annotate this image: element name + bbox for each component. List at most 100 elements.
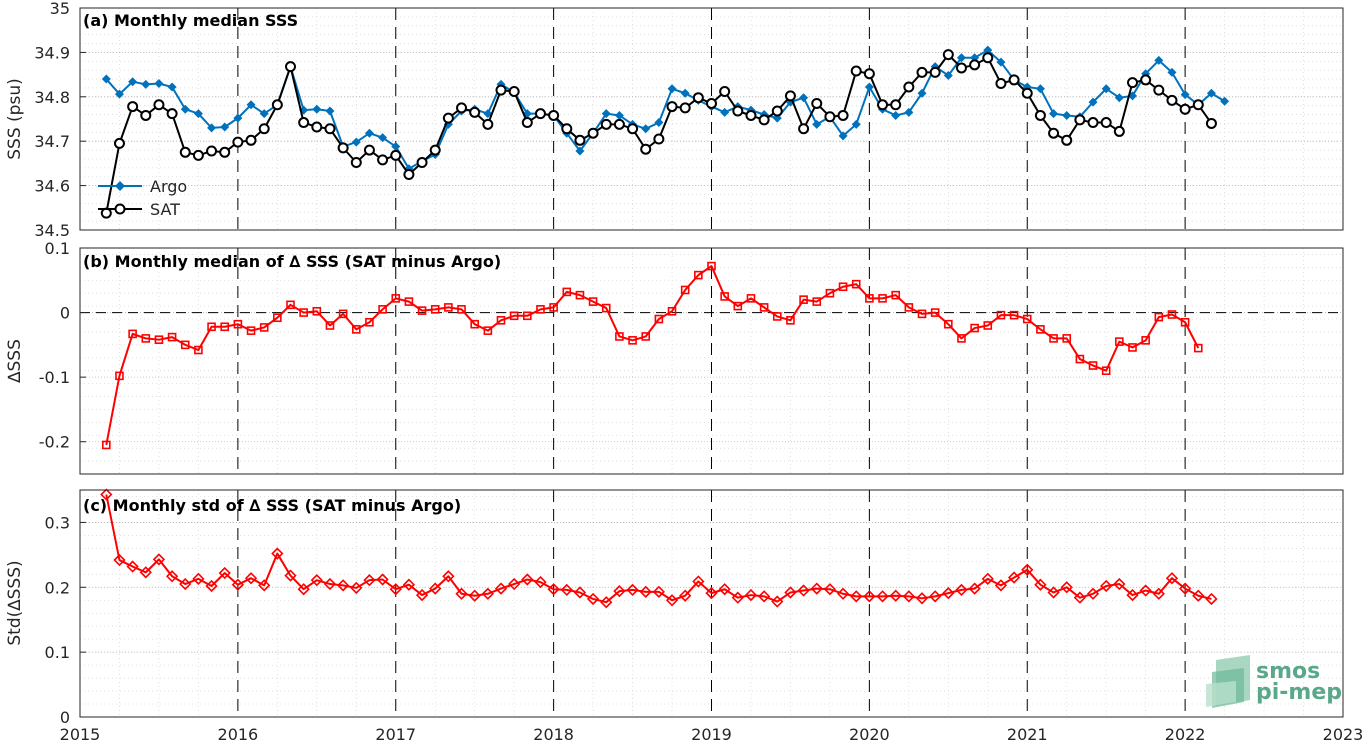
data-point [338,309,348,319]
data-point [534,575,547,589]
data-point [640,143,652,155]
panel-c-title: (c) Monthly std of ∆ SSS (SAT minus Argo… [83,496,461,515]
data-point [810,582,823,595]
data-point [772,312,782,321]
data-point [1035,84,1045,94]
data-point [220,122,230,132]
x-tick-label: 2019 [691,725,732,744]
data-point [665,594,679,607]
data-point [720,292,729,301]
data-point [258,579,271,592]
data-point [850,65,862,77]
data-point [613,585,626,598]
data-point [1088,97,1098,107]
data-point [983,321,993,330]
data-point [102,440,111,450]
data-point [1088,361,1098,370]
data-point [219,146,231,158]
data-point [244,572,258,585]
data-point [180,104,190,114]
data-point [523,311,532,321]
data-point [851,279,861,289]
data-point [1062,110,1072,120]
data-point [823,583,837,596]
data-point [273,313,282,323]
data-point [1180,317,1190,327]
data-point [1022,314,1032,324]
legend-argo-marker [115,181,125,191]
data-point [363,144,375,156]
data-point [1166,94,1178,106]
data-point [784,90,796,102]
data-point [166,108,178,120]
y-tick-label: -0.2 [39,433,70,452]
data-point [904,107,914,117]
data-point [509,311,519,321]
data-point [863,68,875,80]
data-point [562,287,572,297]
data-point [666,101,678,113]
data-point [757,590,771,603]
data-point [851,119,861,129]
data-point [996,57,1006,67]
panel-b-ylabel: ∆SSS [5,339,25,384]
data-point [536,305,545,314]
data-point [1062,334,1072,343]
y-tick-label: 0.3 [45,513,70,532]
data-point [733,301,743,311]
data-point [1192,99,1204,111]
data-point [824,111,836,123]
data-point [127,101,139,113]
data-point [1115,337,1124,346]
data-point [336,579,350,592]
data-point [284,569,297,582]
data-point [167,82,177,92]
data-point [154,335,164,344]
data-point [312,306,322,316]
data-point [1036,325,1045,334]
data-point [1113,125,1125,137]
data-point [1205,117,1217,129]
data-point [718,583,731,596]
panel-b-delta-sss: -0.2 -0.1 0 0.1 (b) Monthly median of ∆ SSS… [5,239,1344,475]
data-point [271,547,284,560]
data-point [298,117,310,129]
data-point [679,589,692,602]
data-point [404,297,414,306]
data-point [193,109,203,119]
data-point [192,572,205,585]
data-point [707,261,716,271]
data-point [981,572,994,585]
data-point [771,595,784,608]
data-point [417,306,427,315]
data-point [1049,109,1059,119]
data-point [286,300,295,310]
smos-pi-mep-logo: smos pi-mep [1206,655,1342,708]
data-point [586,592,600,606]
logo-text-smos: smos [1256,659,1320,684]
data-point [1100,117,1112,129]
data-point [758,114,770,126]
data-point [285,61,296,73]
data-point [955,583,968,597]
data-point [218,566,231,580]
data-point [1154,312,1164,322]
data-point [165,570,179,583]
data-point [641,124,651,134]
data-point [391,142,401,152]
data-point [600,596,613,609]
data-point [746,294,756,303]
data-point [600,118,612,130]
data-point [101,74,111,84]
data-point [141,79,151,89]
data-point [942,586,955,600]
data-point [705,586,718,600]
data-point [1060,581,1073,594]
data-point [1126,588,1139,602]
legend: Argo SAT [98,177,187,219]
x-tick-label: 2015 [60,725,101,744]
data-point [994,579,1008,592]
data-point [811,97,823,109]
data-point [797,584,810,597]
data-point [694,270,703,280]
